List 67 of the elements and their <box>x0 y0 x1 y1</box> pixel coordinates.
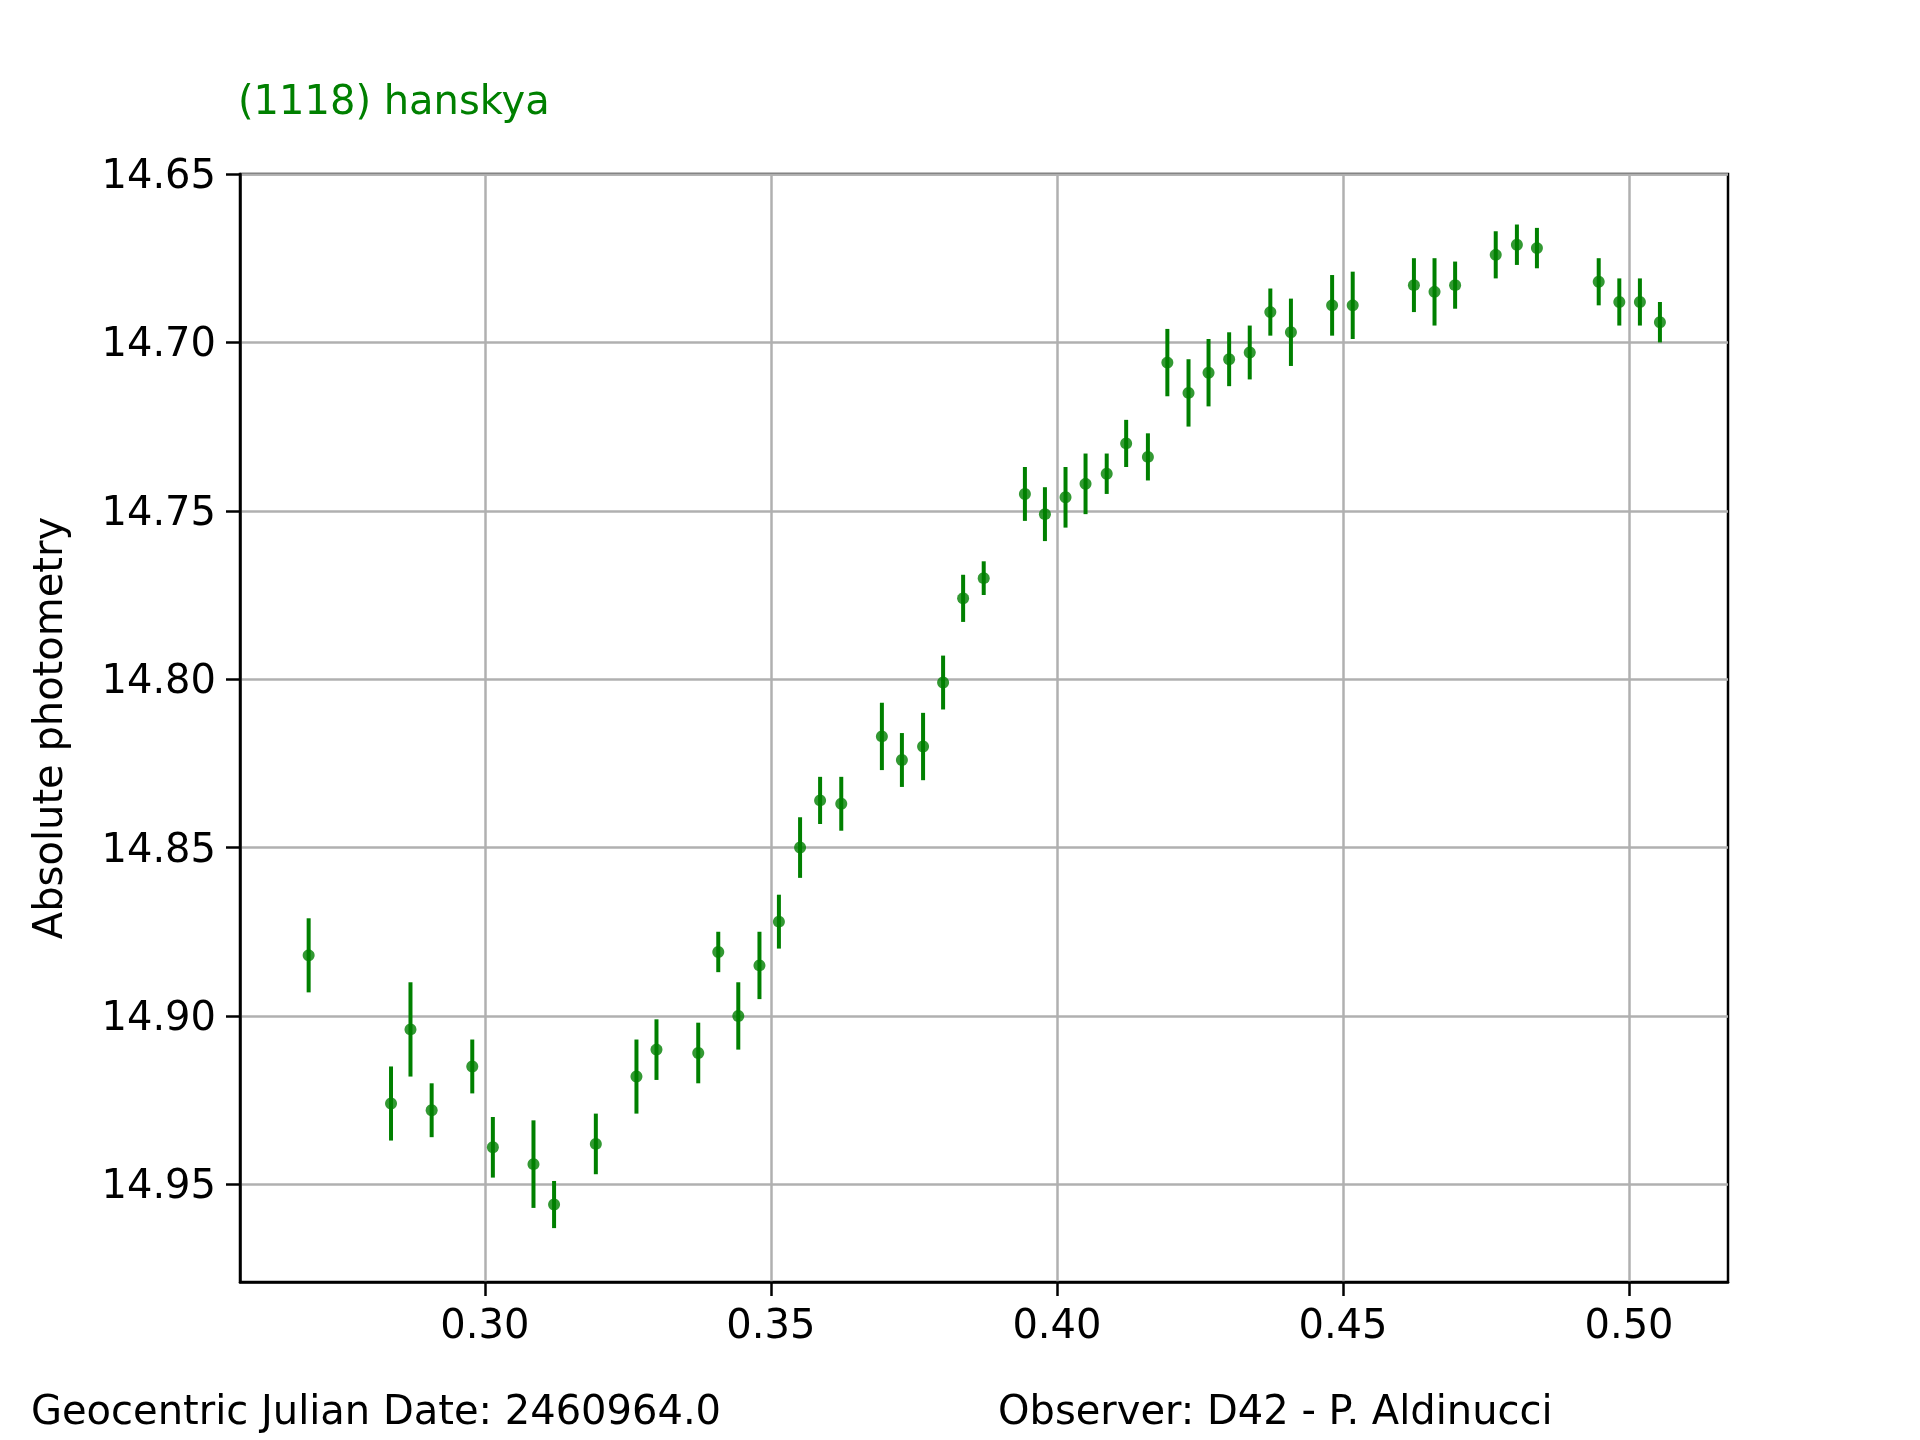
y-tick-label: 14.75 <box>101 487 216 534</box>
point <box>1633 295 1646 308</box>
y-tick-label: 14.95 <box>101 1161 216 1208</box>
point <box>937 676 950 689</box>
x-tick-label: 0.40 <box>1012 1301 1102 1347</box>
point <box>1489 248 1502 261</box>
point <box>917 740 930 753</box>
point <box>589 1137 602 1150</box>
text: Observer: D42 - P. Aldinucci <box>998 1387 1553 1433</box>
point <box>835 797 848 810</box>
point <box>302 949 315 962</box>
point <box>1059 491 1072 504</box>
point <box>404 1023 417 1036</box>
point <box>1141 450 1154 463</box>
point <box>1530 242 1543 255</box>
point <box>1284 326 1297 339</box>
point <box>977 572 990 585</box>
point <box>957 592 970 605</box>
point <box>1407 279 1420 292</box>
y-tick-label: 14.70 <box>101 319 216 366</box>
point <box>1182 386 1195 399</box>
point <box>650 1043 663 1056</box>
point <box>712 945 725 958</box>
x-tick-label: 0.35 <box>726 1301 816 1347</box>
point <box>1202 366 1215 379</box>
point <box>1264 306 1277 319</box>
point <box>1449 279 1462 292</box>
point <box>1079 477 1092 490</box>
y-tick-label: 14.90 <box>101 992 216 1039</box>
point <box>385 1097 398 1110</box>
point <box>895 754 908 766</box>
y-axis-title: Absolute photometry <box>25 516 71 940</box>
point <box>425 1104 438 1117</box>
x-tick-label: 0.50 <box>1584 1301 1674 1347</box>
y-tick-label: 14.80 <box>101 656 216 703</box>
point <box>692 1046 705 1059</box>
point <box>466 1060 479 1073</box>
x-tick-label: 0.45 <box>1298 1301 1388 1347</box>
point <box>630 1070 643 1083</box>
point <box>1510 238 1523 251</box>
text: Geocentric Julian Date: 2460964.0 <box>31 1387 722 1433</box>
point <box>732 1009 745 1022</box>
point <box>1038 508 1051 521</box>
y-tick-label: 14.85 <box>101 824 216 871</box>
point <box>486 1141 499 1154</box>
point <box>1346 299 1359 312</box>
point <box>1613 295 1626 308</box>
point <box>753 959 766 972</box>
point <box>548 1198 561 1211</box>
point <box>794 841 807 854</box>
point <box>1223 353 1236 366</box>
y-tick-label: 14.65 <box>101 151 216 197</box>
point <box>1243 346 1256 359</box>
point <box>1592 275 1605 288</box>
point <box>527 1158 540 1171</box>
point <box>875 730 888 743</box>
point <box>1653 316 1666 329</box>
point <box>814 794 827 807</box>
point <box>1018 487 1031 500</box>
point <box>1120 437 1133 450</box>
point <box>1326 299 1339 312</box>
point <box>772 915 785 928</box>
point <box>1161 356 1174 369</box>
point <box>1428 285 1441 298</box>
x-tick-label: 0.30 <box>440 1301 530 1347</box>
chart-title: (1118) hanskya <box>238 77 550 123</box>
point <box>1100 467 1113 480</box>
